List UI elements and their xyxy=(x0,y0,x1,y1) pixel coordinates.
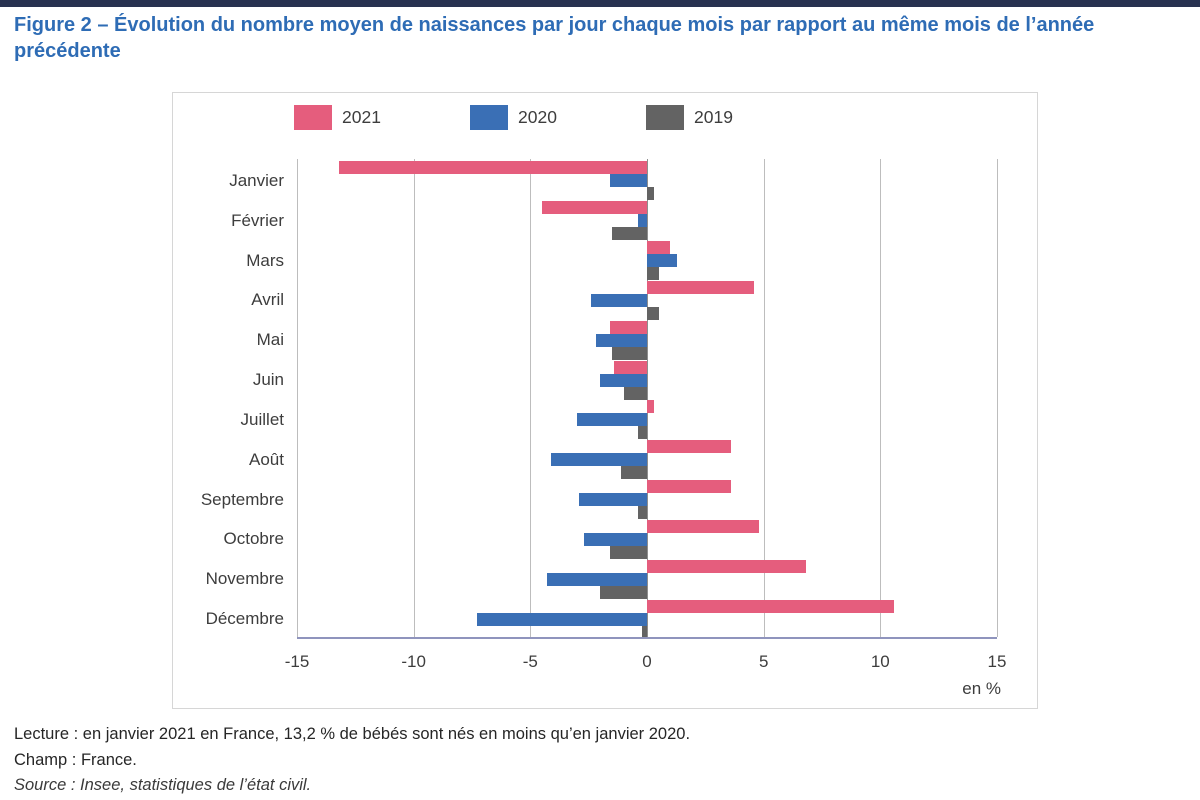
figure-notes: Lecture : en janvier 2021 en France, 13,… xyxy=(14,722,690,799)
x-tick-label: -10 xyxy=(401,652,426,671)
bar-2020-décembre xyxy=(476,612,647,626)
x-tick-label: 0 xyxy=(642,652,652,671)
bar-2021-juillet xyxy=(647,400,654,414)
source-note: Source : Insee, statistiques de l’état c… xyxy=(14,776,312,794)
month-label-février: Février xyxy=(231,210,284,230)
bar-2019-septembre xyxy=(637,506,647,520)
month-label-décembre: Décembre xyxy=(205,609,284,629)
bar-2020-juillet xyxy=(577,413,647,427)
bar-2021-août xyxy=(647,440,731,454)
bar-2021-juin xyxy=(614,360,647,374)
bar-2020-mars xyxy=(647,254,678,268)
bar-2021-septembre xyxy=(647,480,731,494)
bar-2021-décembre xyxy=(647,599,895,613)
bar-2019-novembre xyxy=(600,585,647,599)
bar-2020-avril xyxy=(591,293,647,307)
x-tick-label: -15 xyxy=(284,652,310,671)
x-axis-line xyxy=(297,637,997,639)
champ-note: Champ : France. xyxy=(14,750,137,769)
bar-2021-mai xyxy=(609,320,647,334)
bar-2020-novembre xyxy=(546,572,647,586)
bar-2021-octobre xyxy=(647,519,759,533)
bar-2020-août xyxy=(551,453,647,467)
bar-2020-février xyxy=(637,214,647,228)
gridline xyxy=(297,159,298,637)
gridline xyxy=(763,159,765,637)
gridline xyxy=(880,159,882,637)
bar-2019-juin xyxy=(623,386,647,400)
x-tick-label: 15 xyxy=(987,652,1007,671)
zero-gridline xyxy=(647,159,648,637)
bar-2019-janvier xyxy=(647,187,654,201)
bar-2021-janvier xyxy=(339,161,647,175)
bar-2020-mai xyxy=(595,333,647,347)
x-axis-tick-labels: -15 -10 -5 0 5 10 15 xyxy=(285,652,1007,674)
month-label-janvier: Janvier xyxy=(229,170,284,190)
month-label-octobre: Octobre xyxy=(223,529,284,549)
bar-2021-novembre xyxy=(647,559,806,573)
top-bar xyxy=(0,0,1200,7)
month-label-août: Août xyxy=(249,449,284,469)
gridline xyxy=(413,159,415,637)
chart-legend: 2021 2020 2019 xyxy=(173,105,1037,130)
gridline xyxy=(997,159,998,637)
x-tick-label: 5 xyxy=(758,652,769,671)
x-tick-label: -5 xyxy=(522,652,538,671)
bar-2021-mars xyxy=(647,241,671,255)
month-label-juillet: Juillet xyxy=(240,409,284,429)
month-label-mars: Mars xyxy=(246,250,284,270)
bar-2020-septembre xyxy=(579,493,647,507)
bar-2019-août xyxy=(621,466,647,480)
bar-2019-octobre xyxy=(609,545,647,559)
legend-swatch-2019 xyxy=(646,105,684,130)
bar-2019-mars xyxy=(647,267,659,281)
legend-item-2020: 2020 xyxy=(470,105,557,130)
bar-2020-juin xyxy=(600,373,647,387)
bar-2021-avril xyxy=(647,280,755,294)
bar-2021-février xyxy=(542,201,647,215)
legend-item-2021: 2021 xyxy=(294,105,381,130)
bar-2019-avril xyxy=(647,306,659,320)
bar-2020-janvier xyxy=(609,174,647,188)
bar-2019-juillet xyxy=(637,426,647,440)
month-label-septembre: Septembre xyxy=(200,489,284,509)
plot-area xyxy=(297,159,998,639)
legend-item-2019: 2019 xyxy=(646,105,733,130)
figure-title: Figure 2 – Évolution du nombre moyen de … xyxy=(14,14,1095,62)
legend-label-2021: 2021 xyxy=(342,107,381,127)
month-label-juin: Juin xyxy=(252,370,284,390)
bar-2019-mai xyxy=(612,346,647,360)
gridline xyxy=(530,159,532,637)
y-axis-month-labels: Janvier Février Mars Avril Mai Juin Juillet Aoû… xyxy=(173,159,284,637)
legend-swatch-2021 xyxy=(294,105,332,130)
x-tick-label: 10 xyxy=(870,652,890,671)
chart-panel: 2021 2020 2019 Janvier Février Mars Avril Mai J… xyxy=(172,92,1038,709)
legend-swatch-2020 xyxy=(470,105,508,130)
bar-2019-décembre xyxy=(642,625,647,639)
lecture-note: Lecture : en janvier 2021 en France, 13,… xyxy=(14,725,691,743)
bar-2019-février xyxy=(612,227,647,241)
month-label-mai: Mai xyxy=(256,330,284,350)
legend-label-2019: 2019 xyxy=(694,107,733,127)
bar-2020-octobre xyxy=(584,532,647,546)
month-label-novembre: Novembre xyxy=(205,569,284,589)
axis-unit-label: en % xyxy=(962,679,1001,698)
legend-label-2020: 2020 xyxy=(518,107,557,127)
month-label-avril: Avril xyxy=(251,290,284,310)
